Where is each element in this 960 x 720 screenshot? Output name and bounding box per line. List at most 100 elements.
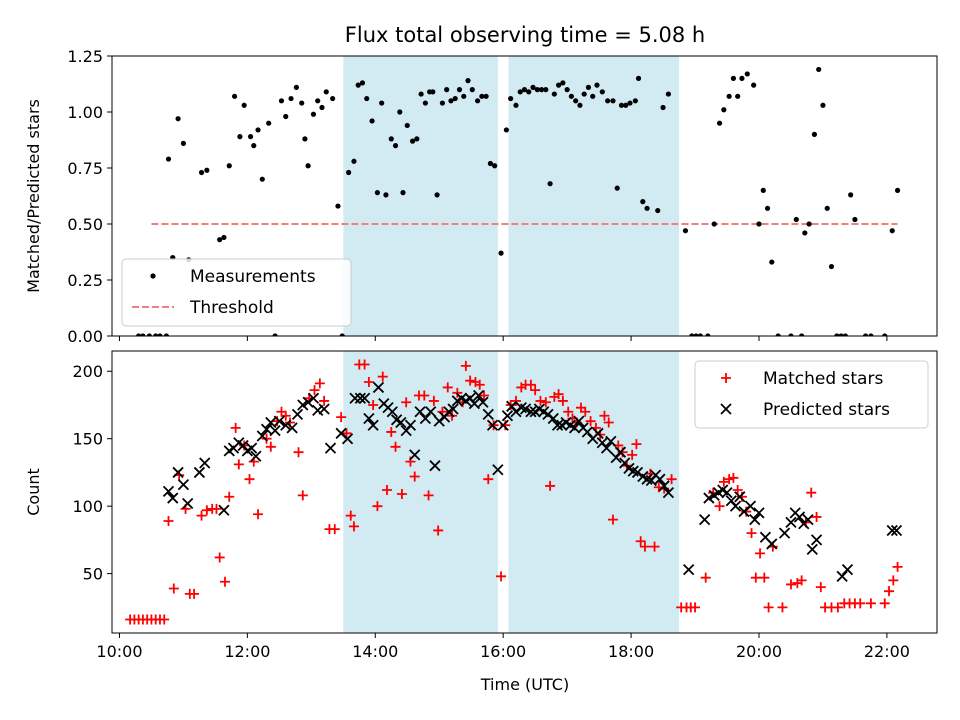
measurement-point — [811, 131, 818, 137]
measurement-point — [838, 333, 844, 336]
measurement-point — [498, 250, 504, 256]
predicted-star-point — [734, 491, 746, 503]
predicted-star-point — [698, 514, 711, 526]
matched-star-point — [433, 525, 444, 536]
measurement-point — [824, 205, 830, 211]
measurement-point — [568, 93, 574, 99]
predicted-star-point — [291, 408, 304, 421]
measurement-point — [299, 100, 305, 106]
measurement-point — [882, 333, 888, 336]
bottom-axes-frame — [111, 350, 938, 634]
predicted-star-point — [414, 406, 426, 418]
measurement-point — [577, 102, 583, 108]
measurement-point — [198, 169, 205, 176]
predicted-star-point — [721, 487, 733, 499]
matched-star-point — [261, 433, 272, 444]
x-tick-label: 12:00 — [224, 642, 270, 661]
predicted-star-point — [519, 403, 532, 415]
predicted-star-point — [568, 422, 581, 434]
predicted-star-point — [419, 412, 432, 425]
measurement-point — [255, 127, 261, 133]
predicted-star-point — [409, 449, 421, 461]
measurement-point — [716, 120, 723, 126]
predicted-star-point — [753, 507, 765, 519]
predicted-star-point — [836, 570, 848, 582]
matched-star-point — [607, 514, 618, 525]
legend-label: Threshold — [189, 298, 274, 318]
matched-star-point — [396, 489, 407, 500]
matched-star-point — [309, 385, 320, 396]
bottom-data-points — [125, 359, 903, 625]
measurement-point — [820, 102, 826, 108]
measurement-point — [693, 333, 699, 336]
matched-star-point — [763, 602, 774, 613]
x-tick-label: 22:00 — [864, 642, 910, 661]
matched-star-point — [832, 602, 843, 613]
measurement-point — [721, 107, 727, 113]
predicted-star-point — [766, 538, 778, 550]
matched-star-point — [329, 524, 340, 535]
matched-star-point — [530, 385, 541, 396]
measurement-point — [610, 98, 616, 104]
predicted-star-point — [354, 392, 366, 404]
measurement-point — [364, 95, 370, 102]
measurement-point — [556, 82, 562, 88]
measurement-point — [644, 205, 650, 211]
measurement-point — [816, 66, 822, 73]
matched-star-point — [428, 395, 439, 406]
measurement-point — [560, 80, 566, 86]
matched-star-point — [460, 360, 471, 371]
predicted-star-point — [806, 543, 818, 555]
top-legend-box — [121, 258, 352, 327]
matched-star-point — [368, 399, 379, 410]
measurement-point — [339, 333, 345, 336]
predicted-star-point — [199, 457, 211, 469]
matched-star-point — [690, 602, 701, 613]
matched-star-point — [401, 397, 412, 408]
legend-dot-marker — [150, 273, 156, 279]
predicted-star-point — [286, 422, 298, 434]
matched-star-point — [553, 389, 564, 400]
matched-star-point — [865, 598, 876, 609]
predicted-star-point — [245, 442, 258, 454]
measurement-point — [513, 102, 519, 108]
matched-star-point — [724, 474, 735, 485]
measurement-point — [573, 98, 579, 104]
measurement-point — [247, 134, 254, 140]
top-observing-interval — [508, 56, 680, 336]
matched-star-point — [888, 575, 899, 586]
predicted-star-point — [581, 426, 594, 438]
measurement-point — [623, 102, 629, 108]
matched-star-point — [884, 586, 895, 597]
measurement-point — [335, 203, 341, 209]
bottom-y-tick-label: 50 — [83, 565, 103, 584]
predicted-star-point — [793, 511, 806, 523]
measurement-point — [456, 87, 463, 93]
matched-star-point — [390, 441, 401, 452]
measurement-point — [551, 91, 557, 97]
top-y-tick-label: 0.00 — [67, 327, 103, 346]
predicted-star-point — [744, 500, 757, 512]
measurement-point — [834, 333, 840, 336]
measurement-point — [251, 143, 257, 149]
measurement-point — [828, 263, 835, 270]
matched-star-point — [525, 379, 536, 390]
matched-star-point — [732, 484, 743, 495]
measurement-point — [272, 333, 278, 336]
measurement-point — [697, 333, 703, 336]
measurement-point — [241, 102, 247, 108]
legend-plus-marker — [721, 373, 731, 383]
matched-star-point — [627, 449, 638, 460]
matched-star-point — [545, 480, 556, 491]
measurement-point — [409, 138, 416, 144]
matched-star-point — [465, 375, 476, 386]
measurement-point — [288, 95, 294, 102]
predicted-star-point — [250, 450, 262, 462]
measurement-point — [355, 82, 361, 88]
bottom-y-tick-label: 200 — [72, 362, 103, 381]
matched-star-point — [563, 406, 574, 417]
measurement-point — [305, 163, 311, 169]
measurement-point — [153, 333, 159, 336]
measurement-point — [605, 98, 611, 104]
measurement-point — [221, 234, 227, 241]
